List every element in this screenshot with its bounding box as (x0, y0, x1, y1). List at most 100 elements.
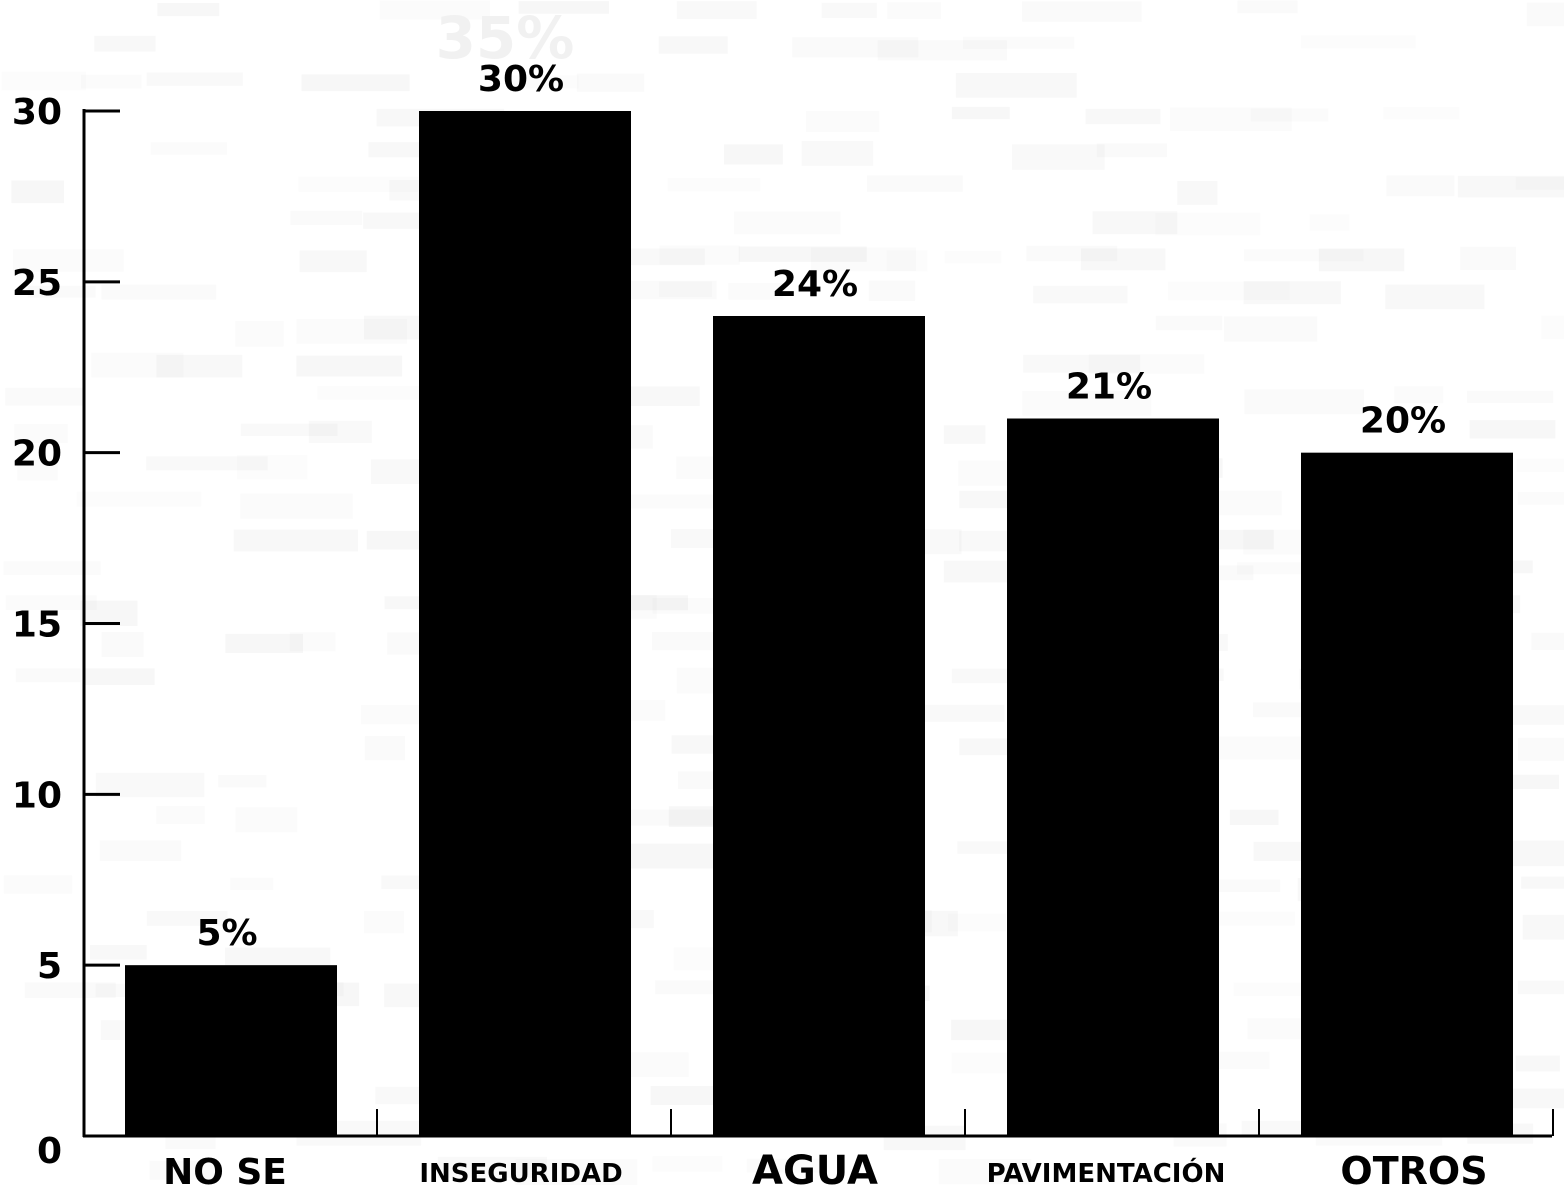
texture-block (1517, 459, 1564, 473)
texture-block (100, 840, 181, 861)
texture-block (1238, 1, 1298, 14)
texture-block (309, 421, 372, 443)
bar-value-label: 5% (196, 913, 257, 954)
texture-block (659, 282, 712, 297)
x-category-label: AGUA (752, 1148, 878, 1194)
texture-block (1301, 35, 1416, 48)
texture-block (90, 945, 147, 960)
texture-block (959, 738, 1010, 755)
bar-value-label: 20% (1360, 401, 1446, 442)
texture-block (1310, 214, 1350, 231)
texture-block (1460, 247, 1516, 270)
texture-block (235, 321, 284, 347)
texture-block (659, 36, 728, 54)
background-faded-label: 35% (436, 4, 575, 72)
texture-block (669, 806, 714, 827)
texture-block (1086, 109, 1161, 124)
y-tick-label: 30 (12, 92, 62, 133)
texture-block (237, 455, 308, 479)
texture-block (945, 251, 1001, 263)
bar-value-label: 30% (478, 59, 564, 100)
texture-block (1531, 633, 1564, 650)
texture-block (2, 72, 87, 91)
texture-block (822, 3, 877, 18)
texture-block (16, 669, 81, 683)
texture-block (84, 668, 155, 685)
texture-block (77, 492, 202, 507)
texture-block (218, 775, 266, 787)
texture-block (734, 212, 841, 235)
texture-block (1251, 108, 1329, 121)
texture-block (4, 875, 72, 893)
texture-block (1081, 248, 1166, 270)
texture-block (1516, 177, 1564, 190)
y-tick-label: 10 (12, 775, 62, 816)
texture-block (156, 355, 242, 378)
texture-block (1518, 738, 1564, 761)
y-tick-label: 15 (12, 605, 62, 646)
texture-block (1385, 285, 1484, 310)
texture-block (1518, 492, 1564, 505)
texture-block (5, 388, 85, 406)
texture-block (1012, 144, 1105, 170)
texture-block (156, 806, 205, 824)
texture-block (1155, 213, 1261, 236)
texture-block (1177, 181, 1217, 205)
bars: 5% NO SE 30% INSEGURIDAD 24% AGUA 21% PAVIMENTA… (125, 59, 1513, 1194)
texture-block (11, 181, 64, 204)
x-category-label: INSEGURIDAD (419, 1159, 622, 1189)
texture-block (948, 914, 1006, 932)
texture-block (806, 111, 879, 132)
texture-block (869, 281, 915, 301)
texture-block (81, 75, 142, 89)
texture-block (802, 141, 874, 166)
texture-block (94, 36, 155, 52)
texture-block (364, 911, 404, 934)
texture-block (147, 72, 243, 86)
texture-block (577, 74, 644, 92)
texture-block (1097, 143, 1167, 157)
texture-block (956, 73, 1077, 98)
texture-block (1022, 1, 1142, 21)
texture-block (887, 2, 941, 19)
texture-block (317, 386, 432, 400)
texture-block (291, 211, 363, 225)
texture-block (676, 457, 719, 480)
texture-block (1470, 420, 1556, 438)
texture-block (1224, 316, 1317, 341)
texture-block (1230, 810, 1279, 825)
y-tick-label: 25 (12, 263, 62, 304)
texture-block (944, 425, 986, 444)
bar-value-label: 24% (772, 264, 858, 305)
texture-block (652, 1156, 722, 1172)
texture-block (1523, 915, 1564, 940)
texture-block (234, 530, 358, 552)
texture-block (151, 142, 227, 154)
texture-block (659, 246, 739, 265)
texture-block (724, 144, 783, 164)
y-tick-label: 5 (37, 946, 62, 987)
bar (419, 111, 631, 1136)
texture-block (290, 632, 336, 651)
texture-block (1387, 175, 1455, 196)
y-tick-label: 0 (37, 1131, 62, 1172)
x-category-label: OTROS (1340, 1149, 1487, 1193)
bar-value-label: 21% (1066, 367, 1152, 408)
texture-block (1541, 316, 1564, 340)
texture-block (1383, 107, 1459, 119)
texture-block (867, 176, 963, 192)
texture-block (952, 107, 1010, 119)
texture-block (1244, 389, 1364, 414)
texture-block (230, 878, 273, 890)
texture-block (240, 493, 352, 519)
bar (1007, 418, 1219, 1136)
texture-block (886, 250, 927, 271)
texture-block (296, 356, 402, 377)
texture-block (1467, 391, 1553, 403)
texture-block (365, 736, 405, 760)
bar (125, 965, 337, 1136)
texture-block (302, 74, 410, 91)
texture-block (102, 632, 144, 657)
x-category-label: PAVIMENTACIÓN (987, 1157, 1226, 1189)
